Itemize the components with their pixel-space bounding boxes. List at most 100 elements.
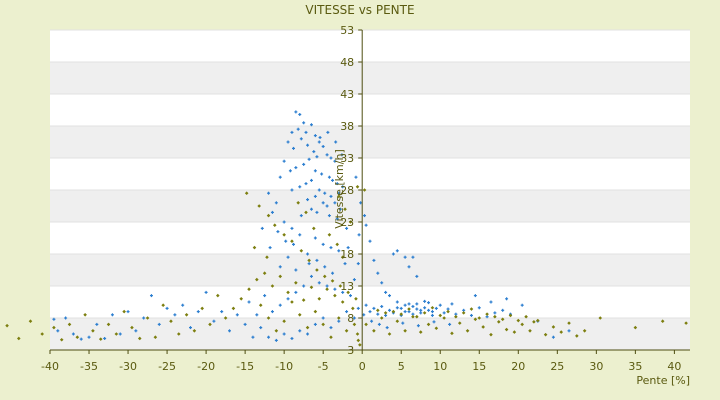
data-point (161, 303, 165, 307)
data-point (290, 130, 294, 134)
x-tick-label: 25 (550, 360, 564, 373)
data-point (321, 316, 325, 320)
data-point (270, 310, 274, 314)
data-point (103, 336, 107, 340)
data-point (528, 329, 532, 333)
data-point (407, 302, 411, 306)
grid-band (50, 190, 690, 222)
data-point (315, 210, 319, 214)
y-tick-label: 13 (340, 280, 354, 293)
data-point (411, 255, 415, 259)
data-point (532, 320, 536, 324)
data-point (56, 329, 60, 333)
data-point (290, 226, 294, 230)
data-point (307, 262, 311, 266)
data-point (450, 302, 454, 306)
data-point (493, 311, 497, 315)
data-point (270, 284, 275, 288)
data-point (325, 153, 329, 157)
y-tick-label: 8 (347, 312, 354, 325)
data-point (118, 332, 122, 336)
data-point (336, 316, 341, 320)
data-point (306, 198, 310, 202)
data-point (430, 305, 435, 310)
data-point (368, 310, 372, 314)
data-point (336, 194, 341, 199)
data-point (149, 294, 153, 298)
data-point (345, 310, 349, 314)
data-point (388, 294, 392, 298)
data-point (325, 204, 329, 208)
data-point (438, 313, 443, 318)
data-point (395, 249, 399, 253)
data-point (422, 311, 427, 315)
y-tick-label: 18 (340, 248, 354, 261)
data-point (481, 325, 485, 329)
data-point (354, 175, 358, 179)
data-point (302, 121, 306, 125)
data-point (376, 312, 380, 316)
data-point (301, 298, 306, 302)
data-point (344, 329, 349, 333)
data-point (59, 337, 64, 342)
data-point (348, 220, 353, 224)
data-point (318, 136, 322, 140)
data-point (315, 258, 319, 262)
data-point (395, 300, 399, 304)
data-point (415, 302, 419, 306)
data-point (364, 223, 368, 227)
data-point (294, 268, 298, 272)
data-point (309, 178, 313, 182)
data-point (364, 322, 368, 327)
data-point (266, 213, 271, 218)
data-point (327, 175, 331, 179)
data-point (196, 310, 200, 314)
data-point (169, 319, 173, 323)
grid-band (50, 126, 690, 158)
data-point (317, 297, 322, 301)
data-point (181, 303, 185, 307)
data-point (388, 308, 392, 312)
x-tick-label: -35 (80, 360, 98, 373)
data-point (351, 306, 355, 311)
data-point (450, 331, 454, 336)
data-point (286, 290, 290, 295)
data-point (173, 313, 177, 317)
data-point (469, 307, 474, 311)
data-point (52, 325, 56, 330)
data-point (284, 239, 288, 243)
data-point (262, 271, 267, 275)
data-point (313, 322, 317, 326)
data-point (153, 335, 158, 339)
data-point (266, 316, 271, 320)
data-point (276, 230, 280, 234)
data-point (208, 322, 212, 327)
y-tick-label: 43 (340, 88, 354, 101)
data-point (354, 297, 358, 301)
data-point (247, 287, 251, 291)
data-point (359, 201, 363, 205)
data-point (345, 226, 349, 230)
data-point (352, 322, 357, 327)
data-point (278, 303, 282, 307)
data-point (95, 322, 99, 326)
data-point (306, 143, 310, 147)
data-point (239, 297, 244, 301)
data-point (391, 309, 396, 314)
data-point (274, 329, 279, 333)
data-point (407, 307, 411, 311)
data-point (520, 303, 524, 307)
data-point (64, 316, 68, 320)
data-point (212, 319, 216, 323)
data-point (575, 334, 579, 338)
data-point (399, 306, 403, 310)
data-point (411, 314, 415, 319)
data-point (304, 182, 308, 186)
data-point (142, 316, 146, 320)
data-point (126, 310, 130, 314)
data-point (391, 252, 395, 256)
data-point (461, 311, 466, 315)
data-point (258, 303, 263, 307)
data-point (251, 335, 255, 339)
data-point (684, 321, 688, 325)
